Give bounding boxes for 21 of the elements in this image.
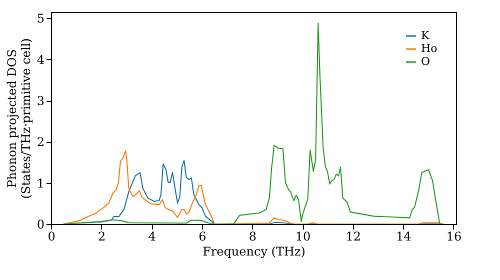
x-tick-label: 0 [48,230,56,244]
y-tick-label: 3 [36,94,44,108]
x-tick-label: 14 [396,230,412,244]
y-axis-title: Phonon projected DOS (States/THz·primitive cell) [4,38,33,199]
line-series [63,22,442,224]
legend-label: O [421,55,430,68]
legend-label: K [421,29,430,42]
x-tick-label: 2 [98,230,106,244]
x-tick-label: 10 [295,230,311,244]
x-axis-title: Frequency (THz) [202,244,306,258]
y-tick-label: 2 [36,135,44,150]
y-tick-label: 1 [36,176,44,190]
x-tick-label: 4 [148,230,156,244]
y-tick-label: 0 [36,218,44,232]
y-tick-label: 5 [36,12,44,26]
x-tick-label: 6 [198,230,206,244]
y-tick-label: 4 [36,52,45,67]
x-tick-label: 8 [248,230,257,244]
x-tick-label: 12 [346,230,362,244]
legend-label: Ho [421,42,438,55]
x-tick-label: 16 [446,230,462,244]
